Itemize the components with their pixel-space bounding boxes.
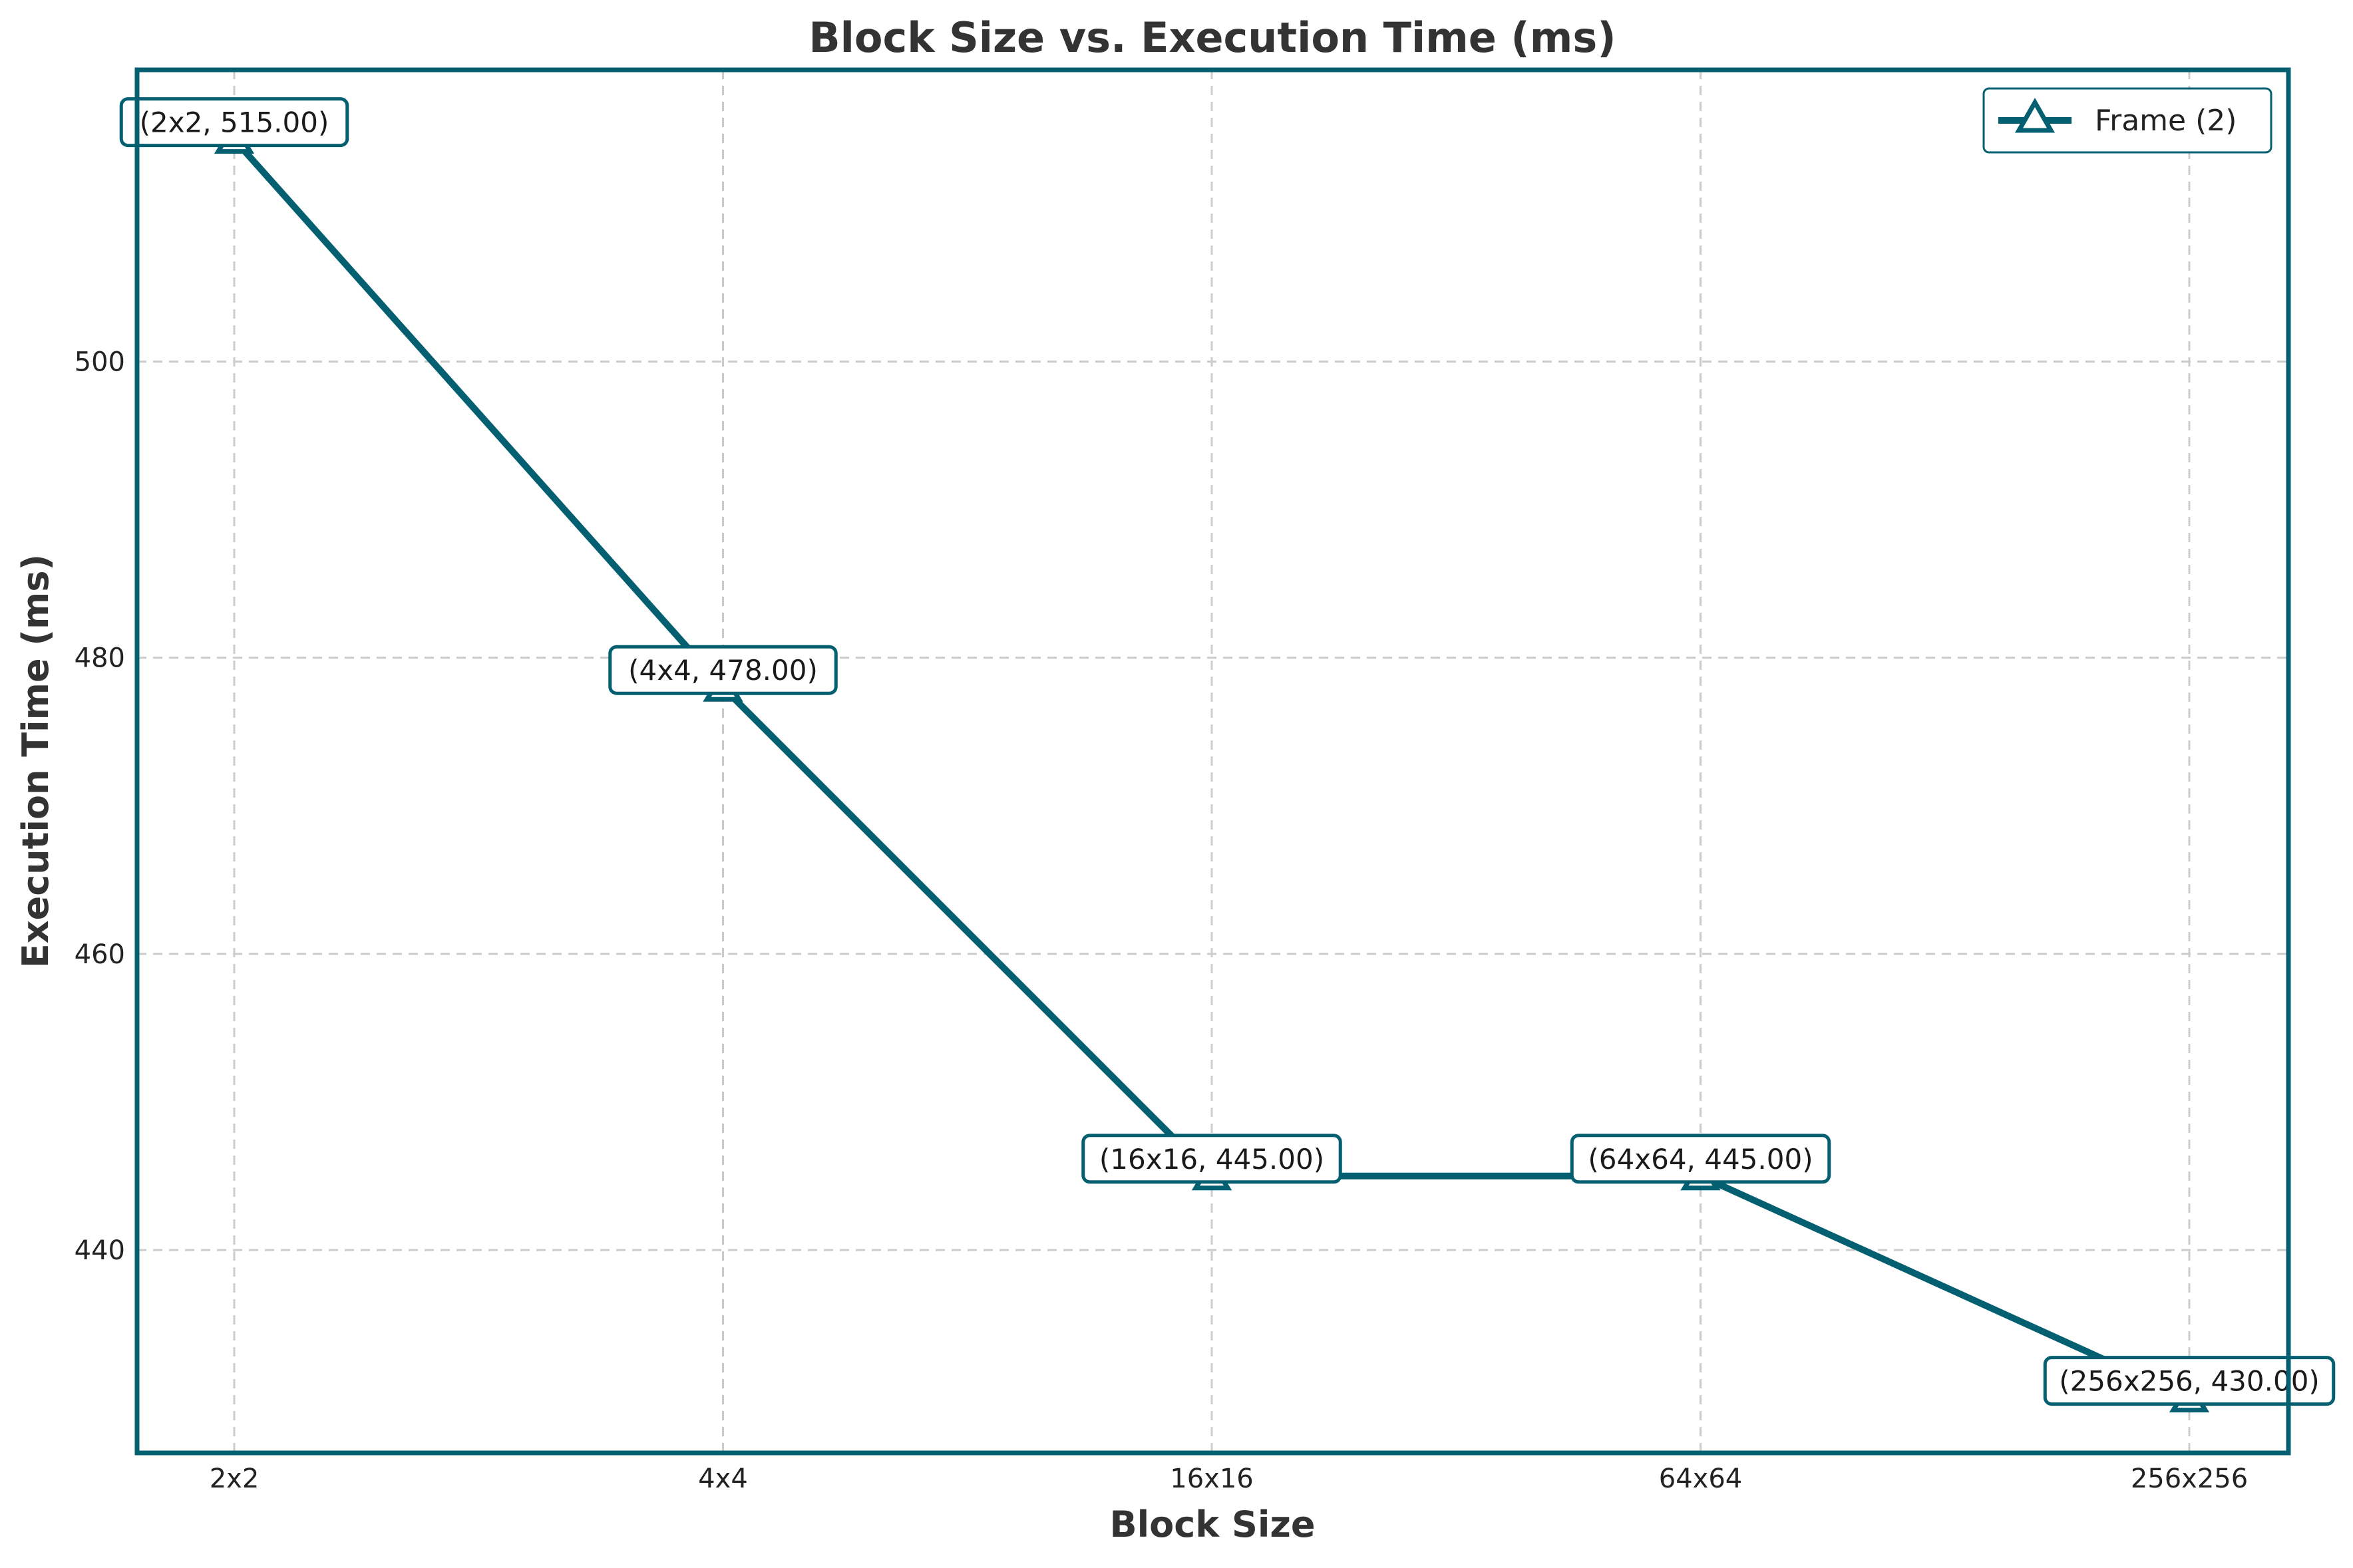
annotation-label: (64x64, 445.00) — [1588, 1143, 1813, 1176]
annotation-label: (2x2, 515.00) — [140, 106, 329, 139]
x-tick-label: 16x16 — [1170, 1464, 1253, 1494]
y-tick-label: 480 — [75, 643, 125, 674]
annotation-box — [119, 97, 349, 148]
legend-label: Frame (2) — [2095, 104, 2237, 138]
y-tick-label: 440 — [75, 1235, 125, 1266]
annotation-box — [608, 645, 838, 695]
x-tick-label: 256x256 — [2131, 1464, 2248, 1494]
y-tick-label: 460 — [75, 939, 125, 970]
legend-box — [1982, 87, 2272, 154]
annotation-label: (4x4, 478.00) — [628, 654, 818, 687]
annotation-label: (16x16, 445.00) — [1099, 1143, 1324, 1176]
y-tick-label: 500 — [75, 347, 125, 378]
annotation-box — [1081, 1134, 1342, 1184]
x-axis-label: Block Size — [1110, 1503, 1316, 1545]
x-tick-label: 2x2 — [210, 1464, 260, 1494]
annotation-label: (256x256, 430.00) — [2059, 1365, 2320, 1398]
annotation-box — [1570, 1134, 1831, 1184]
grid — [137, 70, 2288, 1453]
chart-title: Block Size vs. Execution Time (ms) — [809, 13, 1616, 62]
tick-labels: 2x2 4x4 16x16 64x64 256x256 440 460 480 500 — [75, 347, 2249, 1494]
annotation-box — [2043, 1356, 2336, 1406]
annotation-layer: (2x2, 515.00) (4x4, 478.00) (16x16, 445.00… — [119, 97, 2336, 1406]
plot-frame — [134, 67, 2291, 1456]
x-tick-label: 4x4 — [698, 1464, 748, 1494]
x-tick-label: 64x64 — [1659, 1464, 1742, 1494]
legend: Frame (2) — [1982, 87, 2272, 154]
y-axis-label: Execution Time (ms) — [15, 554, 57, 968]
legend-triangle-marker-icon — [2014, 97, 2056, 133]
